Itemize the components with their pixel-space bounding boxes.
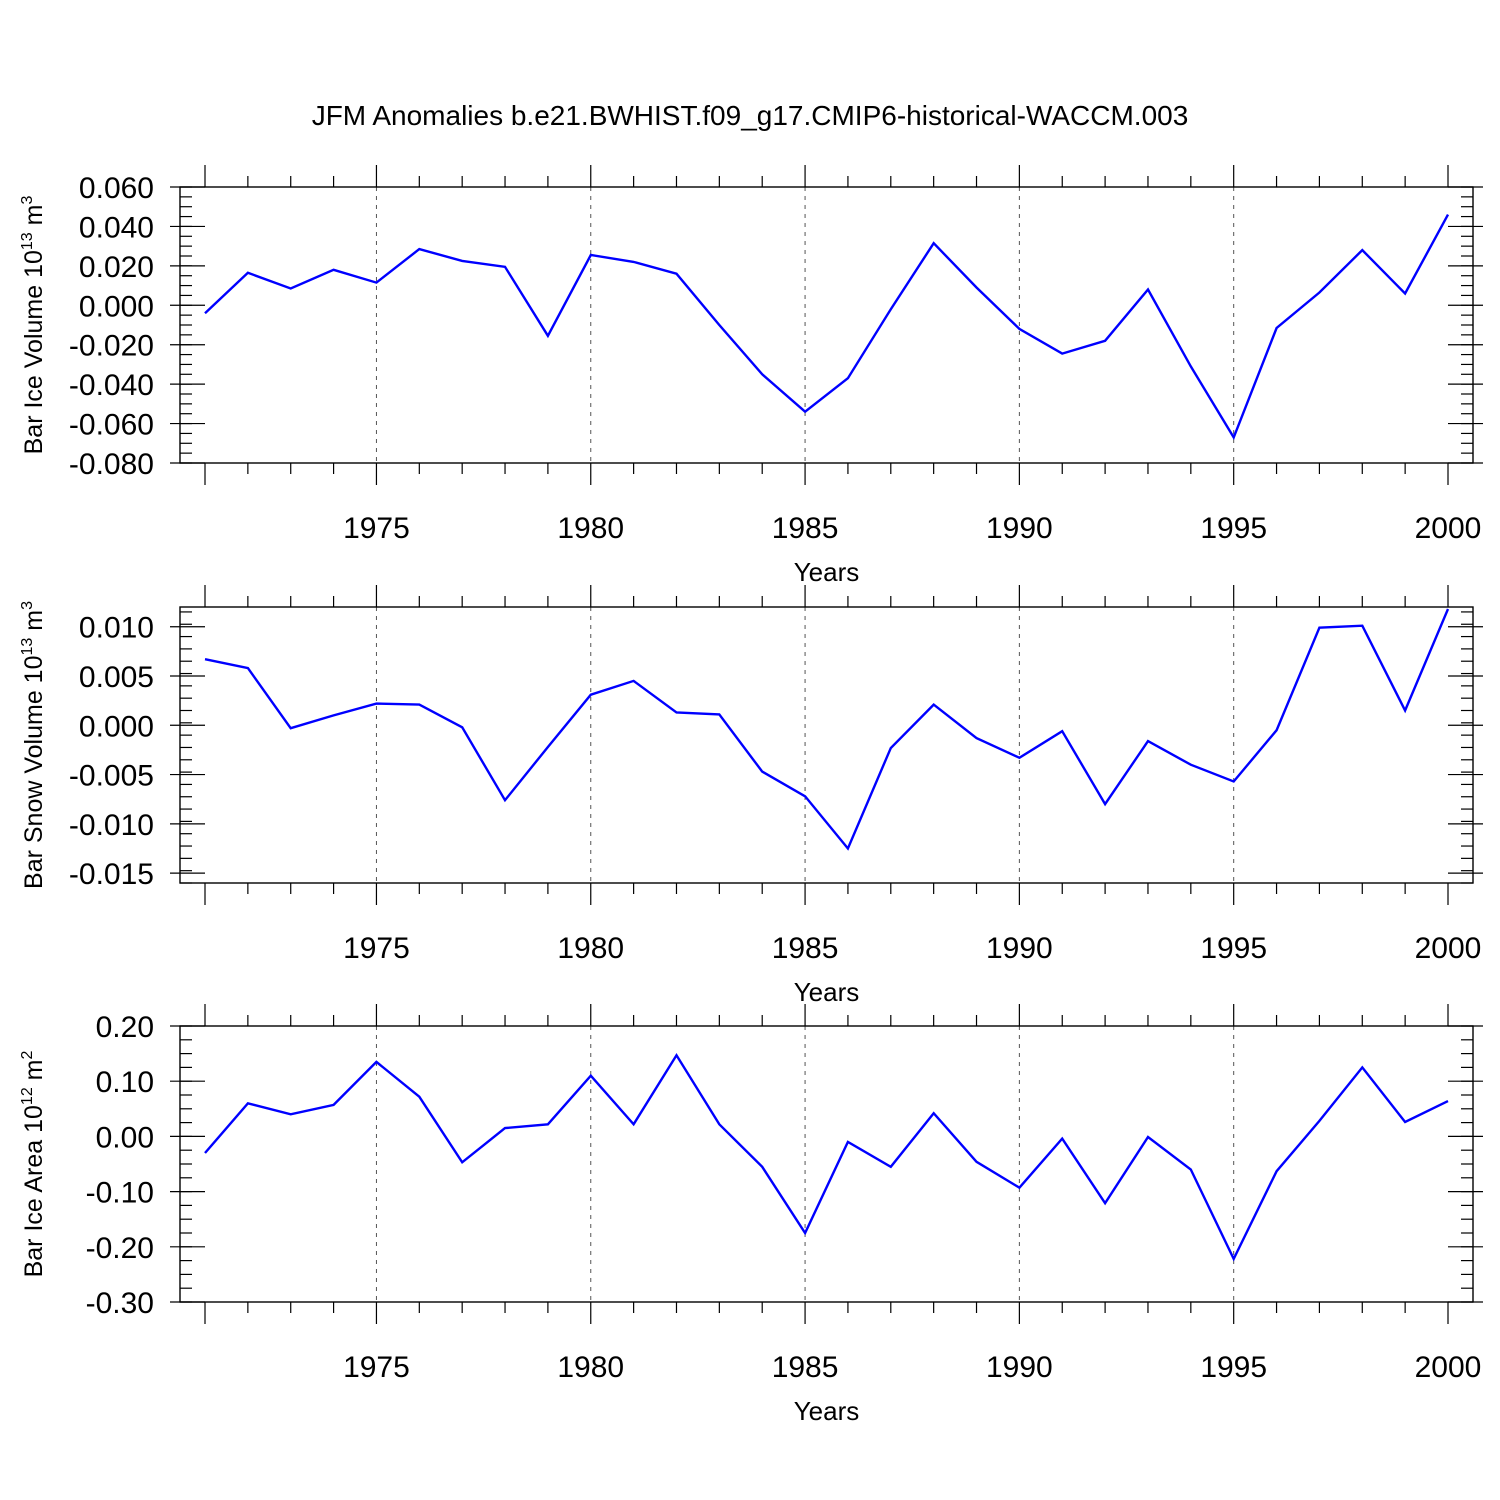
x-tick-label: 1975	[343, 1351, 410, 1384]
y-tick-label: -0.30	[86, 1287, 154, 1320]
panel-snow-volume: 0.010 0.005 0.000 -0.005 -0.010 -0.015 1975 198…	[19, 585, 1483, 1007]
x-tick-label: 2000	[1415, 1351, 1482, 1384]
x-tick-label: 1980	[557, 932, 624, 965]
y-axis-title: Bar Snow Volume 1013 m3	[19, 601, 48, 889]
y-axis-title-exponent: 12	[19, 1087, 36, 1105]
y-axis-title-unit: m	[20, 610, 48, 638]
y-tick-label: 0.040	[79, 211, 154, 244]
y-tick-label: 0.000	[79, 290, 154, 323]
x-tick-label: 1980	[557, 512, 624, 545]
y-axis-title-unit: m	[20, 205, 48, 233]
plot-frame	[179, 606, 1474, 884]
y-tick-label: 0.20	[96, 1011, 154, 1044]
y-axis-title-text: Bar Ice Area 10	[20, 1105, 48, 1277]
x-tick-label: 2000	[1415, 932, 1482, 965]
y-axis-title-text: Bar Snow Volume 10	[20, 656, 48, 889]
y-tick-label: -0.010	[69, 809, 154, 842]
y-tick-label: 0.10	[96, 1066, 154, 1099]
y-tick-label: -0.040	[69, 369, 154, 402]
y-tick-label: 0.005	[79, 661, 154, 694]
y-axis-title-exponent: 13	[19, 638, 36, 656]
y-axis-title-text: Bar Ice Volume 10	[20, 250, 48, 454]
x-tick-label: 1995	[1200, 932, 1267, 965]
x-tick-label: 1995	[1200, 1351, 1267, 1384]
y-tick-label: 0.010	[79, 612, 154, 645]
y-tick-label: 0.020	[79, 251, 154, 284]
x-tick-label: 1990	[986, 1351, 1053, 1384]
panel-ice-area: 0.20 0.10 0.00 -0.10 -0.20 -0.30 1975 1980 1985 1…	[19, 1004, 1483, 1426]
y-axis-title: Bar Ice Volume 1013 m3	[19, 196, 48, 455]
y-axis-title-unit-exponent: 2	[19, 1051, 36, 1060]
y-axis-title-unit: m	[20, 1060, 48, 1088]
x-tick-label: 1975	[343, 932, 410, 965]
y-tick-label: -0.020	[69, 330, 154, 363]
x-tick-label: 1995	[1200, 512, 1267, 545]
x-axis-title: Years	[794, 977, 860, 1007]
x-tick-label: 1985	[772, 932, 839, 965]
plot-frame	[179, 1025, 1474, 1303]
x-tick-label: 1980	[557, 1351, 624, 1384]
panel-ice-volume: 0.060 0.040 0.020 0.000 -0.020 -0.040 -0.060 -0…	[19, 165, 1483, 587]
y-tick-label: 0.00	[96, 1121, 154, 1154]
y-tick-label: -0.10	[86, 1177, 154, 1210]
x-tick-label: 1990	[986, 932, 1053, 965]
y-tick-label: -0.080	[69, 448, 154, 481]
y-axis-title-unit-exponent: 3	[19, 601, 36, 610]
y-tick-label: -0.20	[86, 1232, 154, 1265]
x-axis-title: Years	[794, 1396, 860, 1426]
x-tick-label: 1985	[772, 512, 839, 545]
x-tick-label: 2000	[1415, 512, 1482, 545]
series-line	[204, 608, 1450, 851]
figure-title: JFM Anomalies b.e21.BWHIST.f09_g17.CMIP6…	[312, 100, 1189, 131]
x-tick-label: 1985	[772, 1351, 839, 1384]
y-axis-title-exponent: 13	[19, 232, 36, 250]
y-axis-title: Bar Ice Area 1012 m2	[19, 1051, 48, 1278]
x-tick-label: 1990	[986, 512, 1053, 545]
y-axis-title-unit-exponent: 3	[19, 196, 36, 205]
series-line	[204, 214, 1450, 441]
x-tick-label: 1975	[343, 512, 410, 545]
y-tick-label: 0.000	[79, 710, 154, 743]
y-tick-label: 0.060	[79, 172, 154, 205]
series-line	[204, 1053, 1449, 1262]
y-tick-label: -0.015	[69, 858, 154, 891]
x-axis-title: Years	[794, 557, 860, 587]
y-tick-label: -0.005	[69, 760, 154, 793]
y-tick-label: -0.060	[69, 409, 154, 442]
